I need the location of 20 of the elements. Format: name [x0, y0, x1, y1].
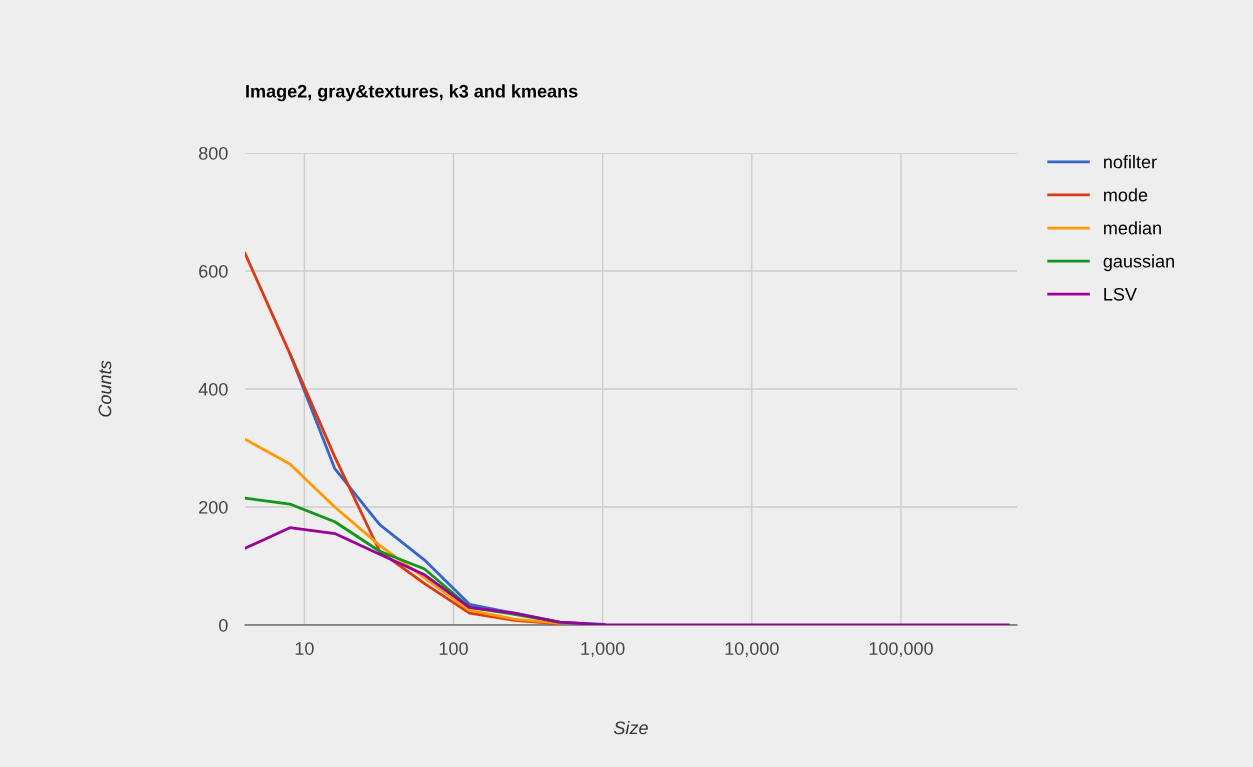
legend-label: nofilter	[1104, 155, 1157, 169]
line-series	[245, 526, 1010, 625]
y-tick-label: 600	[199, 264, 228, 278]
x-tick-label: 10,000	[725, 642, 779, 658]
line-series	[245, 437, 561, 625]
x-tick-label: 10	[295, 642, 314, 655]
y-tick-label: 200	[199, 500, 228, 514]
x-axis-title: Size	[613, 721, 648, 735]
legend-label: gaussian	[1103, 254, 1174, 272]
x-tick-label: 100,000	[869, 642, 933, 658]
y-tick-label: 400	[198, 382, 228, 396]
x-tick-label: 100	[439, 642, 468, 655]
x-tick-label: 1,000	[581, 642, 625, 658]
y-tick-label: 800	[199, 146, 228, 160]
chart-title: Image2, gray&textures, k3 and kmeans	[246, 84, 578, 102]
legend-label: median	[1104, 221, 1161, 235]
y-axis-title: Counts	[98, 360, 112, 417]
legend-label: LSV	[1104, 287, 1137, 301]
legend-label: mode	[1104, 188, 1148, 202]
y-tick-label: 0	[219, 618, 228, 632]
